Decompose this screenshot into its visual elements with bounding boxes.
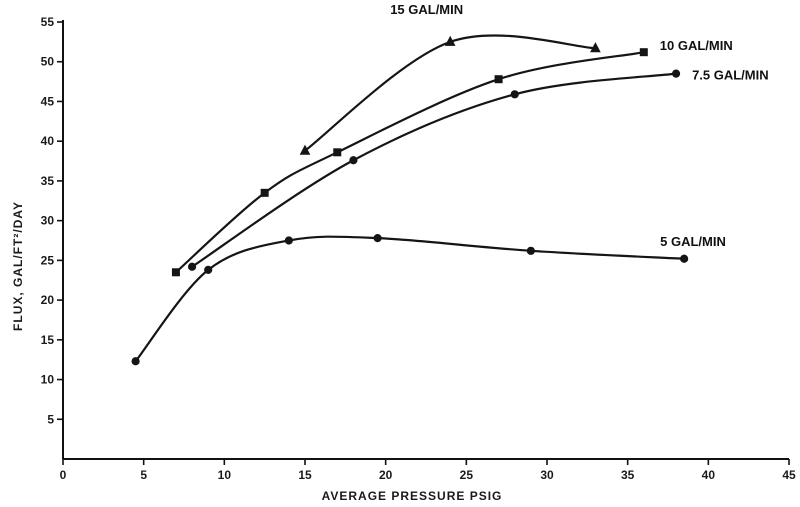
y-axis-title: FLUX, GAL/FT²/DAY — [11, 201, 25, 331]
series-label: 15 GAL/MIN — [390, 2, 463, 17]
x-tick-label: 5 — [140, 468, 147, 482]
x-tick-label: 0 — [60, 468, 67, 482]
y-tick-label: 45 — [41, 94, 55, 108]
y-tick-label: 10 — [41, 373, 55, 387]
data-point-circle — [187, 262, 197, 271]
data-point-triangle — [444, 35, 456, 46]
y-tick-label: 30 — [41, 214, 55, 228]
data-point-circle — [349, 156, 358, 165]
x-tick-label: 25 — [460, 468, 474, 482]
data-point-circle — [510, 90, 519, 99]
series-layer — [131, 34, 689, 366]
series-5-gal-min — [131, 234, 689, 366]
y-tick-label: 25 — [41, 253, 55, 267]
ticks: 0 5 10 15 20 25 30 35 40 45 5 10 15 20 25 30 35 40 45 50 55 — [41, 15, 796, 482]
y-tick-label: 15 — [41, 333, 55, 347]
data-point-circle — [526, 246, 535, 255]
y-tick-label: 35 — [41, 174, 55, 188]
data-point-square — [260, 188, 269, 197]
x-tick-label: 40 — [702, 468, 716, 482]
series-line — [303, 34, 597, 152]
data-point-circle — [131, 357, 140, 366]
data-point-circle — [671, 69, 681, 78]
series-label: 7.5 GAL/MIN — [692, 68, 769, 83]
data-point-circle — [204, 265, 213, 274]
data-point-circle — [373, 234, 382, 243]
series-10-gal-min — [171, 48, 648, 277]
series-label: 10 GAL/MIN — [660, 38, 733, 53]
x-axis-title: AVERAGE PRESSURE PSIG — [322, 489, 503, 503]
data-point-square — [171, 268, 180, 277]
y-tick-label: 40 — [41, 134, 55, 148]
y-tick-label: 20 — [41, 293, 55, 307]
y-tick-label: 50 — [41, 55, 55, 69]
data-point-square — [639, 48, 648, 57]
x-tick-label: 15 — [298, 468, 312, 482]
series-labels: 15 GAL/MIN 10 GAL/MIN 7.5 GAL/MIN 5 GAL/MIN — [390, 2, 768, 249]
x-tick-label: 30 — [540, 468, 554, 482]
data-point-square — [494, 75, 503, 84]
x-tick-label: 45 — [782, 468, 796, 482]
series-line — [174, 51, 645, 274]
series-7-5-gal-min — [187, 69, 681, 271]
data-point-square — [333, 148, 342, 157]
data-point-triangle — [299, 144, 311, 155]
x-tick-label: 20 — [379, 468, 393, 482]
y-tick-label: 55 — [41, 15, 55, 29]
series-line — [134, 235, 686, 363]
y-tick-label: 5 — [47, 412, 54, 426]
x-tick-label: 35 — [621, 468, 635, 482]
data-point-circle — [284, 236, 293, 245]
axes — [62, 20, 789, 460]
data-point-circle — [680, 254, 689, 263]
x-tick-label: 10 — [218, 468, 232, 482]
series-line — [190, 72, 678, 268]
series-15-gal-min — [299, 34, 601, 155]
series-label: 5 GAL/MIN — [660, 234, 726, 249]
data-point-triangle — [590, 42, 601, 53]
